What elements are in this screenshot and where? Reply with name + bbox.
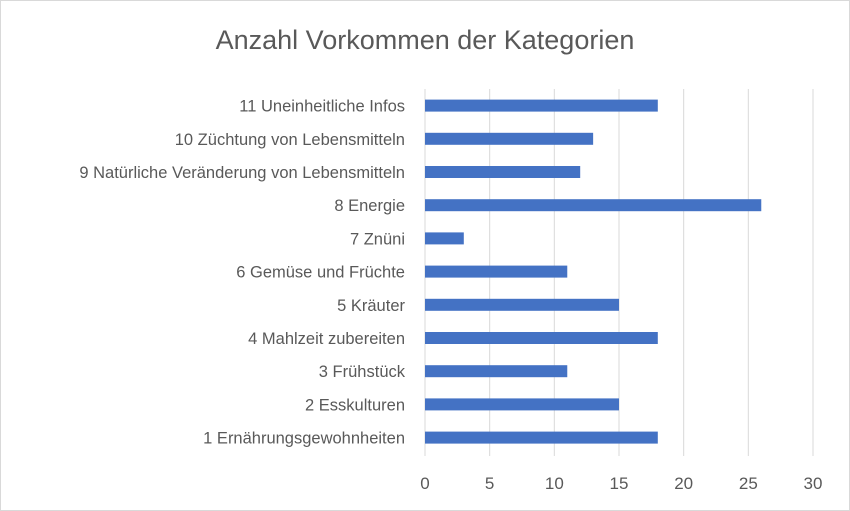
- x-tick-label: 5: [485, 474, 494, 493]
- x-tick-label: 15: [610, 474, 629, 493]
- category-label: 9 Natürliche Veränderung von Lebensmitte…: [79, 164, 405, 182]
- category-label: 5 Kräuter: [337, 297, 405, 315]
- category-label: 7 Znüni: [350, 230, 405, 248]
- category-label: 3 Frühstück: [319, 363, 406, 381]
- bar-6: [425, 265, 568, 278]
- bar-2: [425, 132, 594, 145]
- x-tick-label: 20: [674, 474, 693, 493]
- x-tick-label: 30: [804, 474, 823, 493]
- category-label: 8 Energie: [334, 197, 405, 215]
- category-label: 4 Mahlzeit zubereiten: [248, 330, 405, 348]
- category-label: 1 Ernährungsgewohnheiten: [203, 430, 405, 448]
- bar-8: [425, 332, 658, 344]
- x-tick-label: 0: [420, 474, 429, 493]
- chart-title: Anzahl Vorkommen der Kategorien: [215, 25, 635, 55]
- bar-1: [425, 99, 658, 112]
- category-label: 11 Uneinheitliche Infos: [239, 98, 405, 116]
- bar-5: [425, 232, 464, 245]
- x-tick-label: 10: [545, 474, 564, 493]
- category-label: 10 Züchtung von Lebensmitteln: [175, 131, 405, 149]
- bar-3: [425, 166, 581, 178]
- bar-10: [425, 398, 619, 411]
- bar-9: [425, 365, 568, 378]
- bar-7: [425, 298, 619, 311]
- x-tick-label: 25: [739, 474, 758, 493]
- bar-4: [425, 199, 762, 212]
- bar-11: [425, 431, 658, 444]
- category-label: 2 Esskulturen: [305, 396, 405, 414]
- category-label: 6 Gemüse und Früchte: [236, 264, 405, 282]
